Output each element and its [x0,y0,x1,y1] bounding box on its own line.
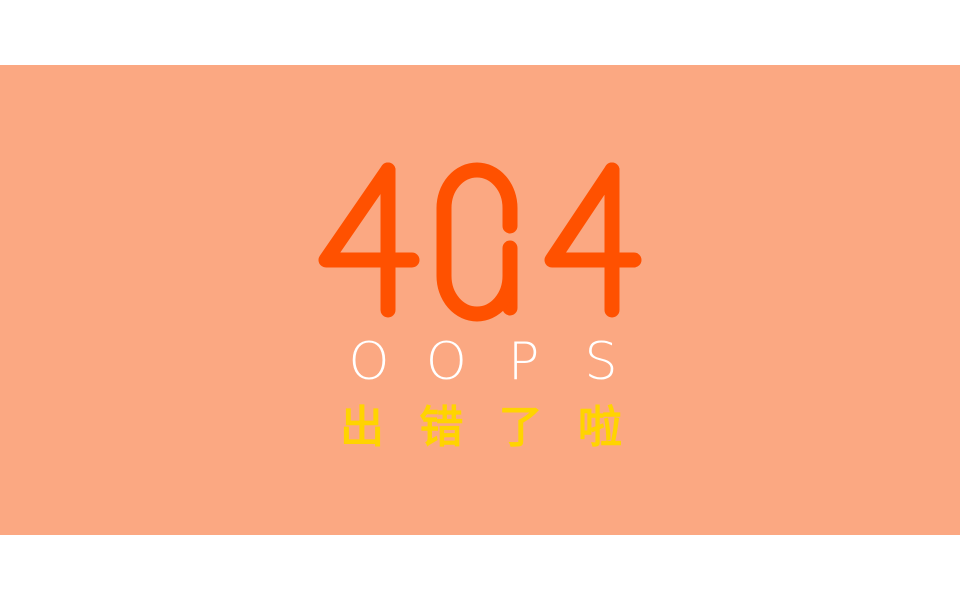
message-char: 出 [340,402,384,453]
digit-4-right [544,162,642,318]
oops-headline: O O P S [340,332,630,392]
oops-letter: O [425,332,467,392]
error-message: 出 错 了 啦 [336,400,626,456]
digit-4-left [318,162,420,318]
oops-letter: O [348,332,390,392]
oops-letter: S [584,332,618,392]
error-code: 404 [316,160,644,322]
error-code-graphic [318,162,642,322]
message-char: 了 [498,402,543,453]
oops-letter: P [507,332,540,392]
error-banner [0,65,960,535]
message-char: 错 [419,402,464,453]
message-char: 啦 [577,402,622,453]
digit-0 [436,162,518,322]
